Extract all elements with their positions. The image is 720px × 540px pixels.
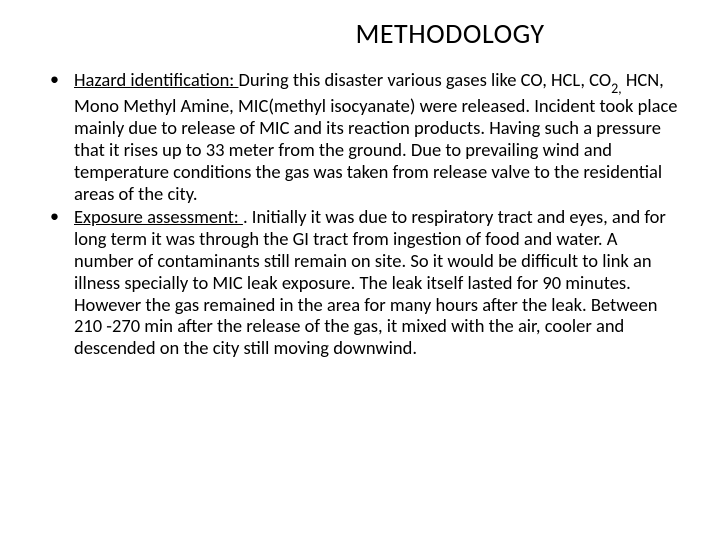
co2: CO2,	[589, 68, 622, 91]
bullet-item-1: Hazard identification: During this disas…	[40, 69, 680, 204]
bullet-2-text: . Initially it was due to respiratory tr…	[74, 205, 666, 359]
slide-container: METHODOLOGY Hazard identification: Durin…	[0, 0, 720, 540]
bullet-list: Hazard identification: During this disas…	[40, 69, 680, 359]
bullet-1-pretext: During this disaster various gases like …	[238, 68, 589, 91]
bullet-item-2: Exposure assessment: . Initially it was …	[40, 206, 680, 359]
bullet-1-label: Hazard identification:	[74, 68, 238, 91]
bullet-2-label: Exposure assessment:	[74, 205, 243, 228]
slide-body: Hazard identification: During this disas…	[40, 69, 680, 359]
slide-title: METHODOLOGY	[220, 16, 680, 51]
